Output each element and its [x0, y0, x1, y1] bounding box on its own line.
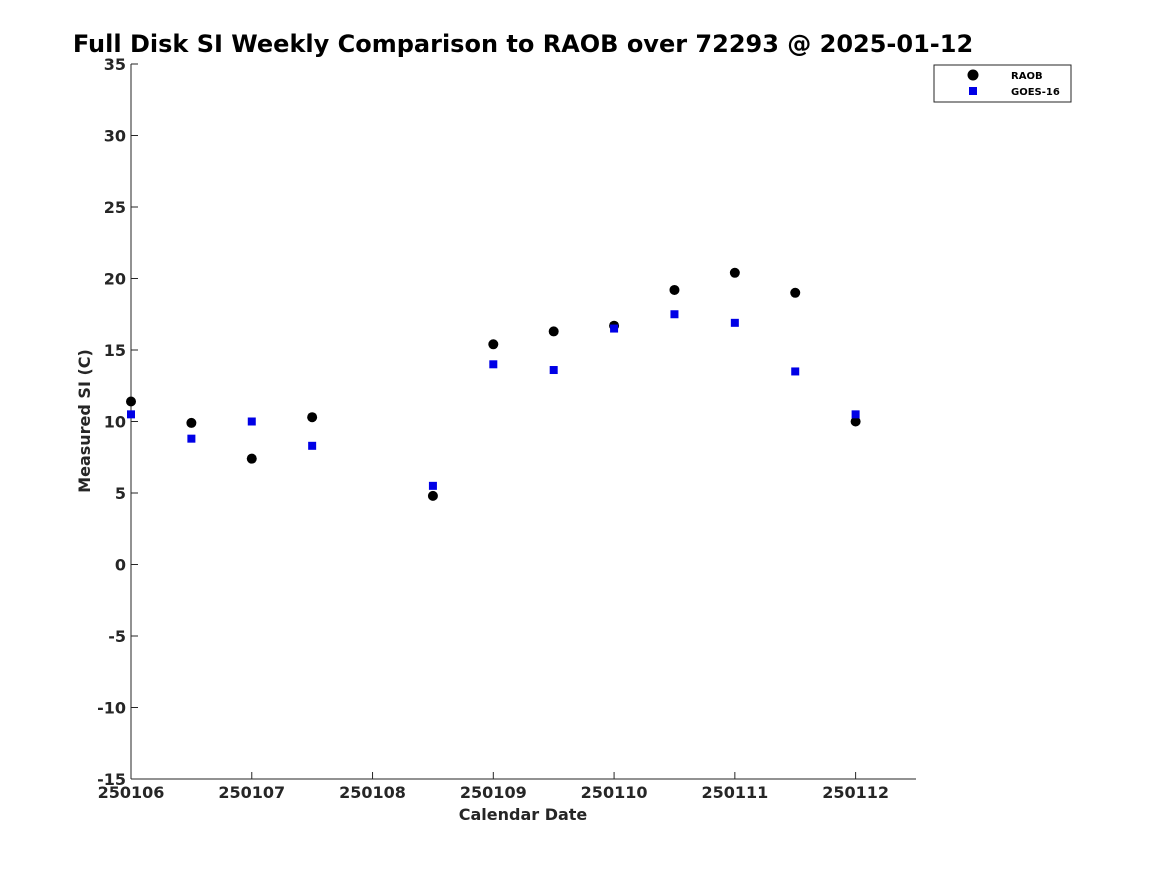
data-point: [790, 287, 801, 298]
data-point: [548, 326, 559, 337]
data-point: [730, 318, 739, 327]
x-tick-label: 250109: [460, 783, 527, 802]
data-point: [851, 410, 860, 419]
data-point: [669, 284, 680, 295]
data-point: [670, 310, 679, 319]
y-tick-label: 25: [104, 198, 126, 217]
legend-marker: [969, 87, 977, 95]
y-tick-label: 15: [104, 341, 126, 360]
data-point: [610, 324, 619, 333]
chart-title: Full Disk SI Weekly Comparison to RAOB o…: [73, 30, 973, 58]
data-point: [428, 481, 437, 490]
data-point: [246, 453, 257, 464]
y-axis-ticks: -15 -10 -5 0 5 10 15 20 25 30 35: [97, 55, 138, 789]
data-point: [729, 267, 740, 278]
data-point: [850, 416, 861, 427]
x-tick-label: 250112: [822, 783, 889, 802]
data-point: [427, 490, 438, 501]
legend-box: [933, 64, 1072, 103]
data-point: [791, 367, 800, 376]
y-tick-label: 35: [104, 55, 126, 74]
data-point: [307, 412, 318, 423]
data-point: [489, 360, 498, 369]
x-tick-label: 250106: [98, 783, 165, 802]
legend: RAOB GOES-16: [933, 64, 1072, 103]
y-tick-label: -10: [97, 699, 126, 718]
data-point: [127, 410, 135, 419]
y-axis-label: Measured SI (C): [75, 349, 94, 493]
x-tick-label: 250111: [701, 783, 768, 802]
x-axis-label: Calendar Date: [459, 805, 588, 824]
legend-marker: [967, 69, 979, 81]
legend-item: GOES-16: [969, 87, 1060, 98]
legend-label: RAOB: [1011, 71, 1043, 82]
y-tick-label: 0: [115, 556, 126, 575]
data-points: [126, 267, 861, 501]
y-tick-label: 5: [115, 484, 126, 503]
data-point: [187, 434, 196, 443]
x-tick-label: 250110: [581, 783, 648, 802]
y-tick-label: 10: [104, 413, 126, 432]
data-point: [549, 366, 558, 375]
data-point: [488, 339, 499, 350]
data-point: [126, 396, 136, 407]
data-point: [247, 417, 256, 426]
series-goes-16: [127, 310, 860, 490]
series-raob: [126, 267, 861, 501]
x-tick-label: 250107: [218, 783, 285, 802]
x-tick-label: 250108: [339, 783, 406, 802]
data-point: [308, 441, 317, 450]
y-tick-label: -15: [97, 770, 126, 789]
x-axis-ticks: 250106 250107 250108 250109 250110 250111 2501…: [98, 772, 889, 802]
data-point: [186, 417, 197, 428]
y-tick-label: 30: [104, 127, 126, 146]
y-tick-label: 20: [104, 270, 126, 289]
legend-label: GOES-16: [1011, 87, 1060, 98]
legend-item: RAOB: [967, 69, 1043, 82]
y-tick-label: -5: [108, 627, 126, 646]
